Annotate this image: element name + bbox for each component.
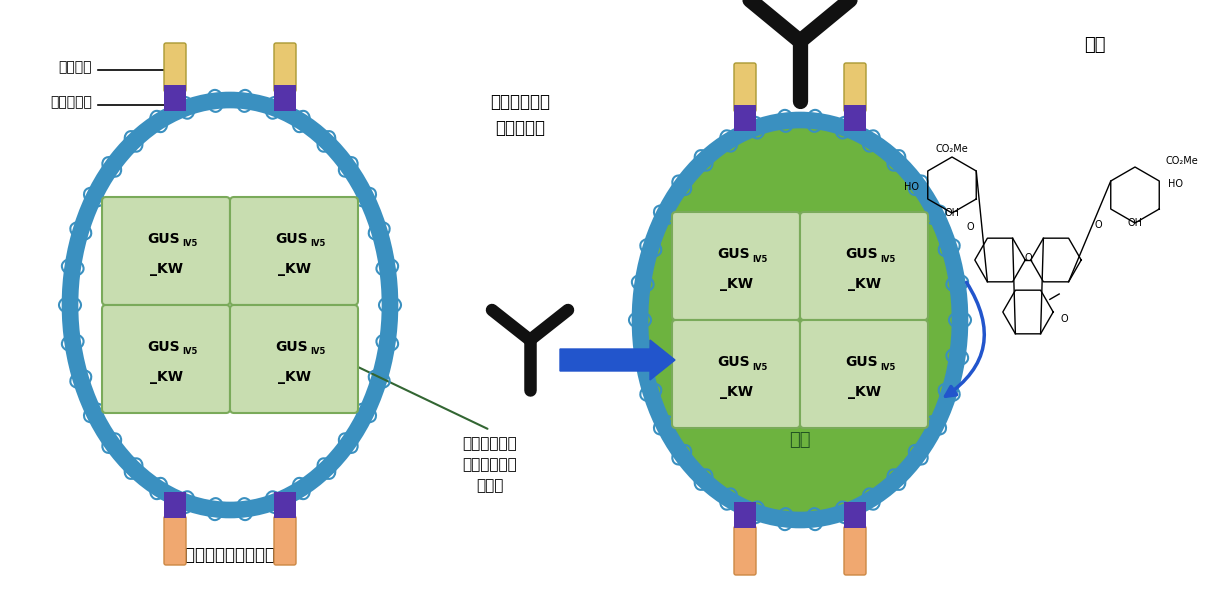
- Text: GUS: GUS: [846, 247, 878, 261]
- Text: IV5: IV5: [751, 255, 767, 264]
- Ellipse shape: [646, 126, 953, 514]
- Text: _KW: _KW: [847, 385, 881, 399]
- FancyBboxPatch shape: [800, 212, 928, 320]
- FancyBboxPatch shape: [734, 63, 756, 112]
- Bar: [165, 85, 186, 111]
- Text: CO₂Me: CO₂Me: [1165, 156, 1198, 166]
- Text: GUS: GUS: [148, 232, 180, 246]
- FancyBboxPatch shape: [273, 516, 296, 565]
- Text: タグ配列に結
合する抜体: タグ配列に結 合する抜体: [490, 93, 551, 137]
- Text: 基質: 基質: [1084, 36, 1106, 54]
- Text: IV5: IV5: [880, 255, 895, 264]
- FancyBboxPatch shape: [273, 43, 296, 92]
- FancyArrowPatch shape: [945, 282, 984, 397]
- Text: 蛍光: 蛍光: [789, 431, 811, 449]
- Text: O: O: [1060, 314, 1067, 324]
- Text: _KW: _KW: [277, 370, 311, 384]
- Bar: [845, 105, 866, 131]
- Text: _KW: _KW: [277, 262, 311, 276]
- Text: GUS: GUS: [718, 247, 750, 261]
- Text: IV5: IV5: [182, 347, 197, 356]
- Ellipse shape: [76, 106, 384, 504]
- Text: GUS: GUS: [276, 232, 309, 246]
- FancyBboxPatch shape: [672, 320, 800, 428]
- FancyBboxPatch shape: [845, 63, 866, 112]
- Bar: [273, 85, 296, 111]
- Text: GUS: GUS: [718, 355, 750, 369]
- Text: IV5: IV5: [182, 240, 197, 249]
- FancyBboxPatch shape: [165, 516, 186, 565]
- Text: 人工細胞（プロトセル）: 人工細胞（プロトセル）: [175, 546, 286, 564]
- FancyBboxPatch shape: [845, 526, 866, 575]
- FancyArrow shape: [560, 340, 675, 380]
- FancyBboxPatch shape: [672, 212, 800, 320]
- Text: _KW: _KW: [150, 370, 183, 384]
- Text: GUS: GUS: [276, 340, 309, 354]
- FancyBboxPatch shape: [800, 320, 928, 428]
- Text: IV5: IV5: [880, 362, 895, 371]
- Bar: [734, 502, 756, 528]
- FancyBboxPatch shape: [230, 197, 358, 305]
- Text: O: O: [1094, 220, 1102, 230]
- Text: _KW: _KW: [720, 277, 753, 291]
- Text: _KW: _KW: [720, 385, 753, 399]
- Text: OH: OH: [1128, 218, 1142, 228]
- FancyBboxPatch shape: [165, 43, 186, 92]
- Bar: [734, 105, 756, 131]
- Text: GUS: GUS: [148, 340, 180, 354]
- Text: HO: HO: [904, 182, 920, 192]
- Bar: [273, 492, 296, 518]
- FancyBboxPatch shape: [230, 305, 358, 413]
- Bar: [845, 502, 866, 528]
- Text: GUS: GUS: [846, 355, 878, 369]
- Text: _KW: _KW: [150, 262, 183, 276]
- Text: HO: HO: [1168, 179, 1183, 189]
- FancyBboxPatch shape: [102, 305, 230, 413]
- Text: IV5: IV5: [310, 347, 325, 356]
- FancyBboxPatch shape: [102, 197, 230, 305]
- Text: 膜㛁通配列: 膜㛁通配列: [50, 95, 92, 109]
- Text: CO₂Me: CO₂Me: [935, 144, 968, 154]
- Text: IV5: IV5: [751, 362, 767, 371]
- Text: OH: OH: [945, 208, 960, 218]
- Text: O: O: [967, 222, 974, 232]
- Text: IV5: IV5: [310, 240, 325, 249]
- Text: _KW: _KW: [847, 277, 881, 291]
- FancyBboxPatch shape: [734, 526, 756, 575]
- Text: タグ配列: タグ配列: [58, 60, 92, 74]
- Text: 変異体酢素が
４量体になり
活性化: 変異体酢素が ４量体になり 活性化: [462, 437, 518, 494]
- Text: O: O: [1024, 253, 1032, 263]
- Bar: [165, 492, 186, 518]
